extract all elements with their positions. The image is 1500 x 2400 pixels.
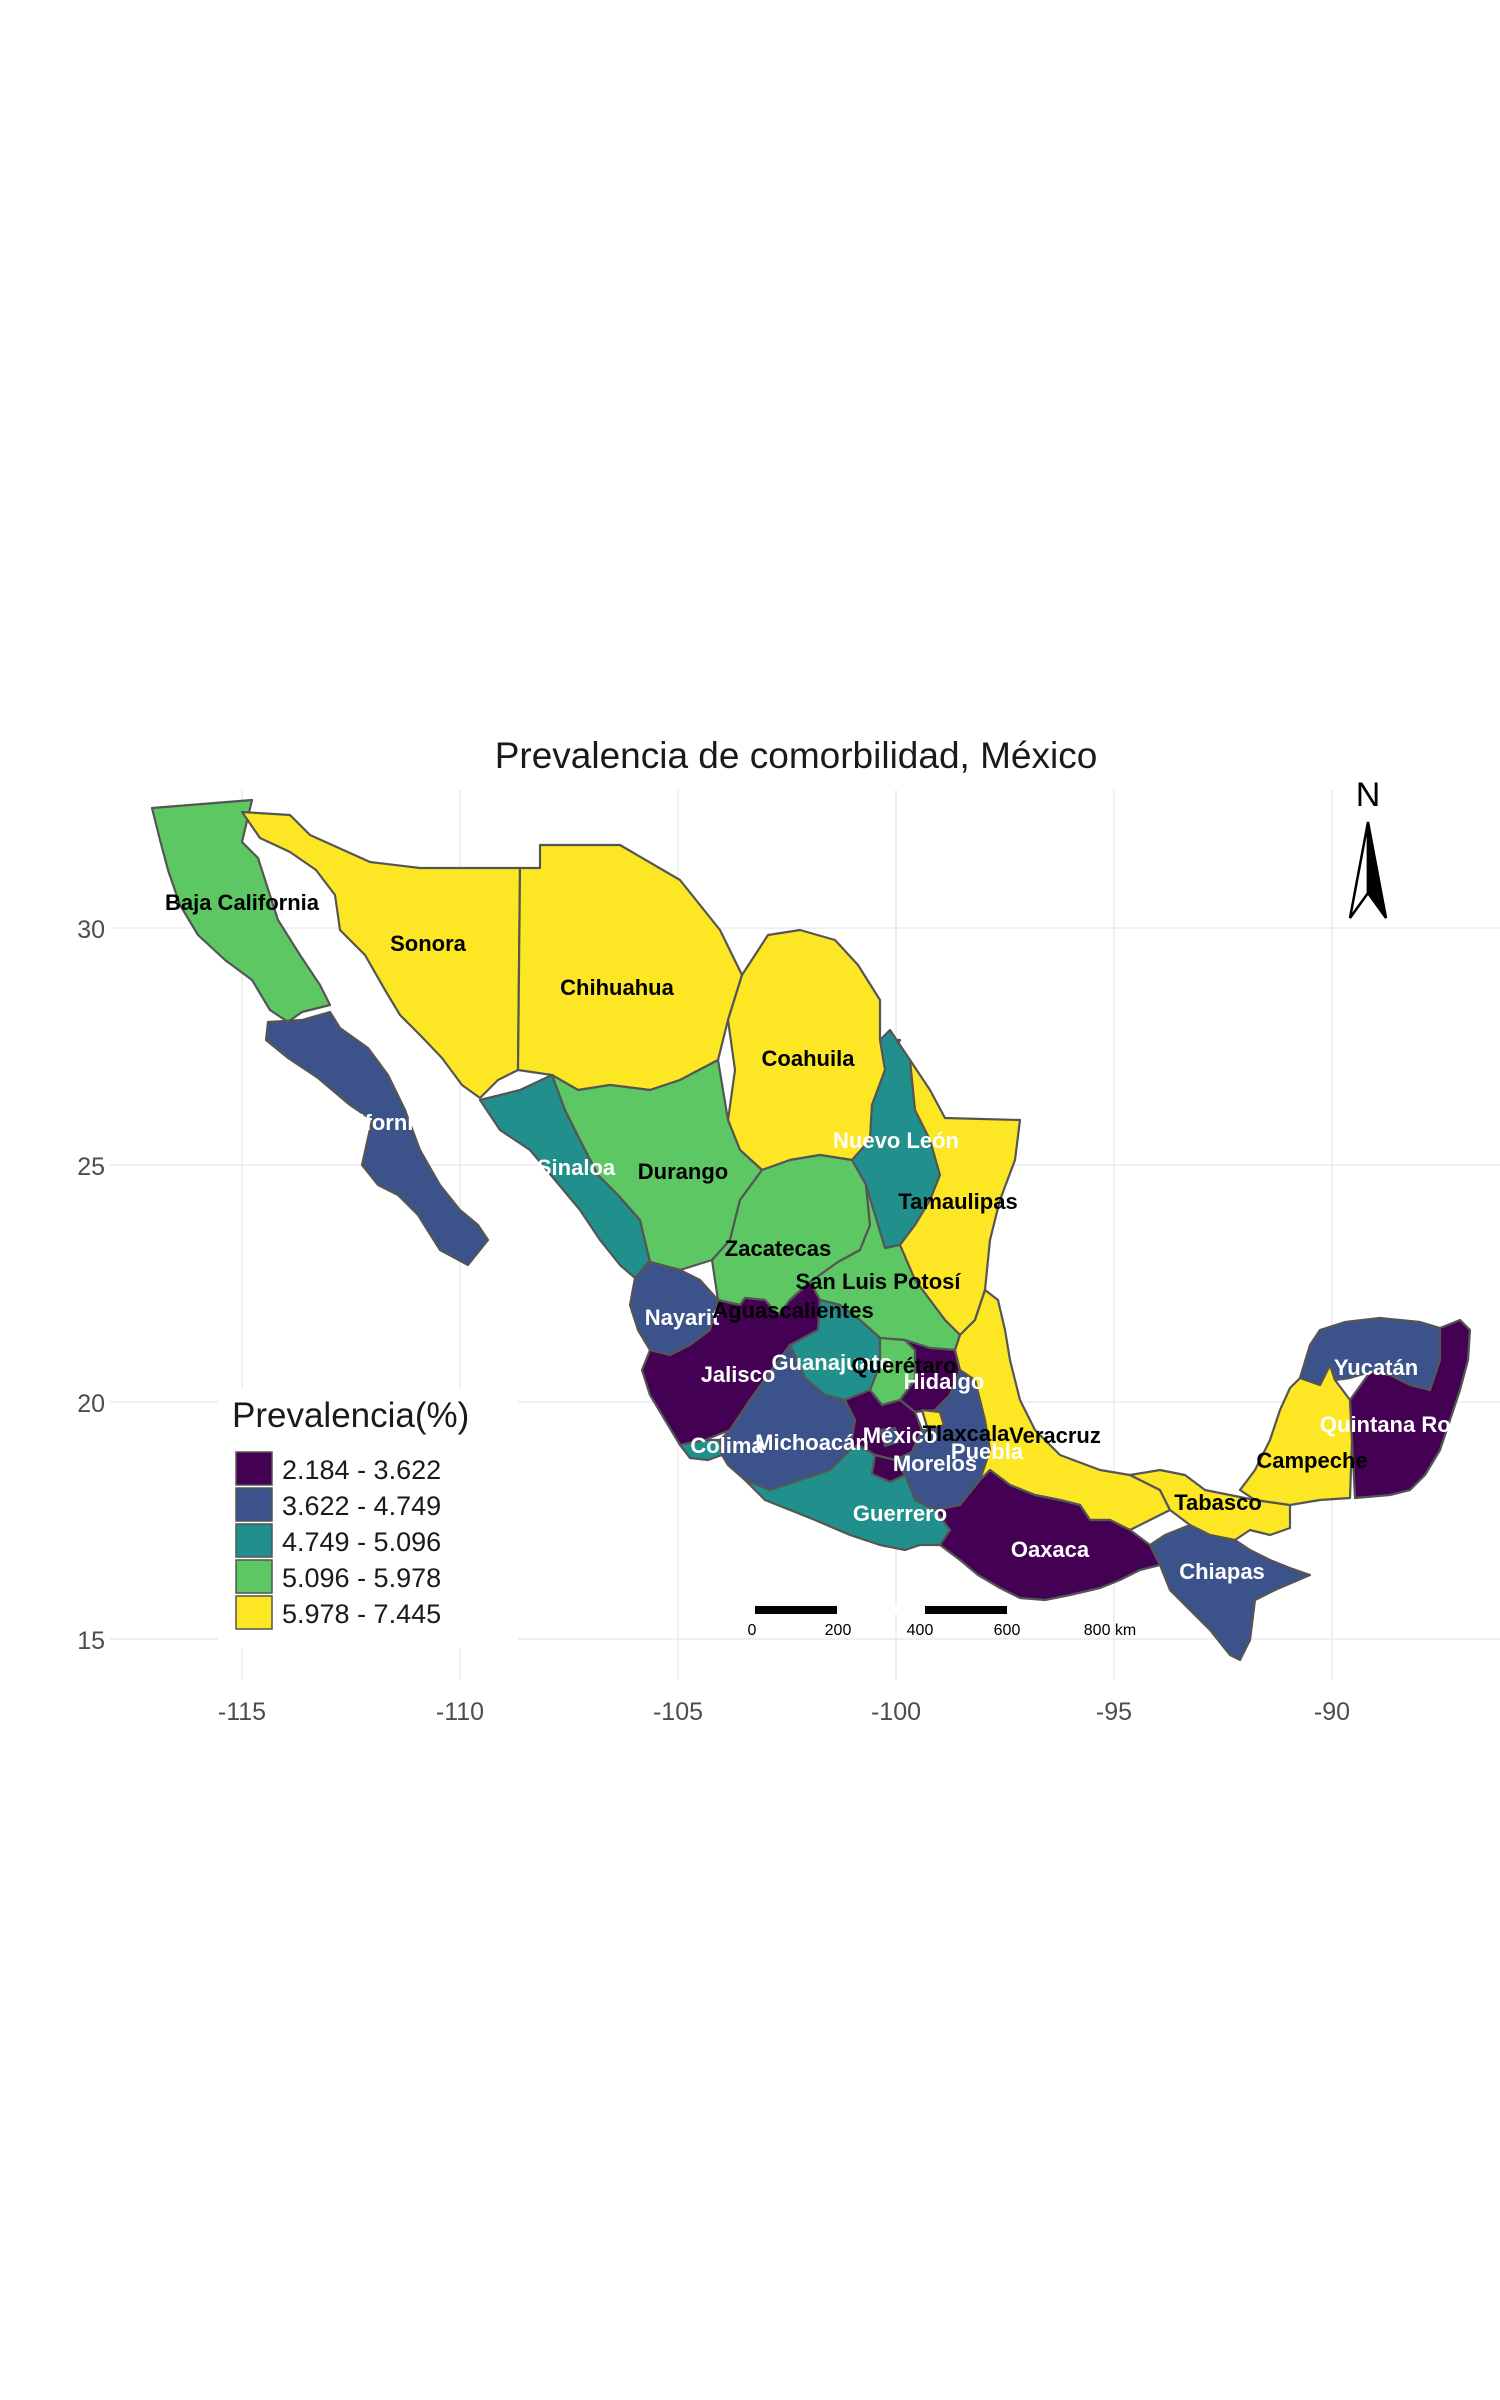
label-oaxaca: Oaxaca: [1011, 1537, 1090, 1562]
scale-segment: [925, 1606, 1007, 1614]
label-hidalgo: Hidalgo: [904, 1369, 985, 1394]
label-michoacan: Michoacán: [755, 1430, 869, 1455]
north-arrow-icon: N: [1348, 776, 1388, 919]
label-quintana-roo: Quintana Roo: [1320, 1412, 1464, 1437]
x-tick: -115: [218, 1698, 266, 1726]
scale-label: 800 km: [1084, 1622, 1136, 1639]
north-arrow-right-half: [1366, 821, 1388, 919]
state-chiapas[interactable]: [1148, 1523, 1312, 1662]
state-tabasco[interactable]: [1128, 1468, 1292, 1542]
label-veracruz: Veracruz: [1009, 1423, 1101, 1448]
label-tamaulipas: Tamaulipas: [898, 1189, 1017, 1214]
x-tick: -100: [871, 1698, 921, 1726]
scale-segment: [837, 1606, 925, 1614]
state-guerrero[interactable]: [743, 1443, 952, 1552]
scale-segment: [755, 1606, 837, 1614]
label-chihuahua: Chihuahua: [560, 975, 674, 1000]
state-chihuahua[interactable]: [516, 843, 744, 1092]
label-coahuila: Coahuila: [762, 1046, 856, 1071]
label-san-luis-potosi: San Luis Potosí: [795, 1269, 961, 1294]
y-tick: 30: [77, 916, 105, 944]
legend-label: 5.978 - 7.445: [282, 1599, 441, 1629]
legend-swatch: [235, 1487, 273, 1522]
map-title: Prevalencia de comorbilidad, México: [495, 735, 1098, 776]
scale-label: 200: [825, 1622, 852, 1639]
label-puebla: Puebla: [951, 1439, 1024, 1464]
label-sinaloa: Sinaloa: [537, 1155, 616, 1180]
x-tick: -90: [1314, 1698, 1350, 1726]
legend-swatch: [235, 1523, 273, 1558]
label-morelos: Morelos: [893, 1451, 977, 1476]
label-durango: Durango: [638, 1159, 728, 1184]
legend-label: 4.749 - 5.096: [282, 1527, 441, 1557]
legend: Prevalencia(%) 2.184 - 3.622 3.622 - 4.74…: [218, 1388, 518, 1648]
legend-label: 5.096 - 5.978: [282, 1563, 441, 1593]
legend-swatch: [235, 1595, 273, 1630]
label-tlaxcala: Tlaxcala: [923, 1421, 1011, 1446]
north-arrow-left-half: [1348, 821, 1370, 919]
x-axis: -115 -110 -105 -100 -95 -90: [218, 1698, 1350, 1726]
states-layer: [150, 798, 1472, 1662]
state-baja-california-sur[interactable]: [264, 1010, 490, 1267]
label-tabasco: Tabasco: [1174, 1490, 1262, 1515]
label-mexico: México: [863, 1423, 938, 1448]
label-baja-california-sur: Baja California Sur: [272, 1110, 469, 1135]
y-tick: 20: [77, 1390, 105, 1418]
label-queretaro: Querétaro: [851, 1353, 956, 1378]
label-baja-california: Baja California: [165, 890, 320, 915]
label-chiapas: Chiapas: [1179, 1559, 1265, 1584]
y-axis: 30 25 20 15: [77, 916, 105, 1655]
label-yucatan: Yucatán: [1334, 1355, 1418, 1380]
y-tick: 25: [77, 1153, 105, 1181]
x-tick: -95: [1096, 1698, 1132, 1726]
scale-label: 600: [994, 1622, 1021, 1639]
state-distrito-federal[interactable]: [878, 1426, 900, 1448]
state-baja-california[interactable]: [150, 798, 332, 1024]
scale-label: 0: [748, 1622, 757, 1639]
north-label: N: [1356, 776, 1381, 814]
state-veracruz[interactable]: [953, 1288, 1172, 1532]
label-jalisco: Jalisco: [701, 1362, 776, 1387]
state-labels: Baja California Baja California Sur Sono…: [165, 890, 1464, 1584]
legend-swatch: [235, 1451, 273, 1486]
label-aguascalientes: Aguascalientes: [712, 1298, 873, 1323]
label-sonora: Sonora: [390, 931, 467, 956]
x-tick: -110: [436, 1698, 484, 1726]
label-zacatecas: Zacatecas: [725, 1236, 831, 1261]
scale-segment: [1007, 1606, 1095, 1614]
legend-title: Prevalencia(%): [232, 1396, 469, 1435]
state-quintana-roo[interactable]: [1348, 1318, 1472, 1500]
scale-label: 400: [907, 1622, 934, 1639]
state-sonora[interactable]: [240, 810, 522, 1100]
x-tick: -105: [653, 1698, 703, 1726]
label-nuevo-leon: Nuevo León: [833, 1128, 959, 1153]
y-tick: 15: [77, 1627, 105, 1655]
legend-label: 2.184 - 3.622: [282, 1455, 441, 1485]
label-guanajuato: Guanajuato: [771, 1350, 892, 1375]
label-campeche: Campeche: [1256, 1448, 1367, 1473]
legend-swatch: [235, 1559, 273, 1594]
scale-bar: 0 200 400 600 800 km: [748, 1606, 1136, 1639]
label-colima: Colima: [690, 1433, 764, 1458]
label-guerrero: Guerrero: [853, 1501, 947, 1526]
legend-label: 3.622 - 4.749: [282, 1491, 441, 1521]
label-nayarit: Nayarit: [645, 1305, 720, 1330]
